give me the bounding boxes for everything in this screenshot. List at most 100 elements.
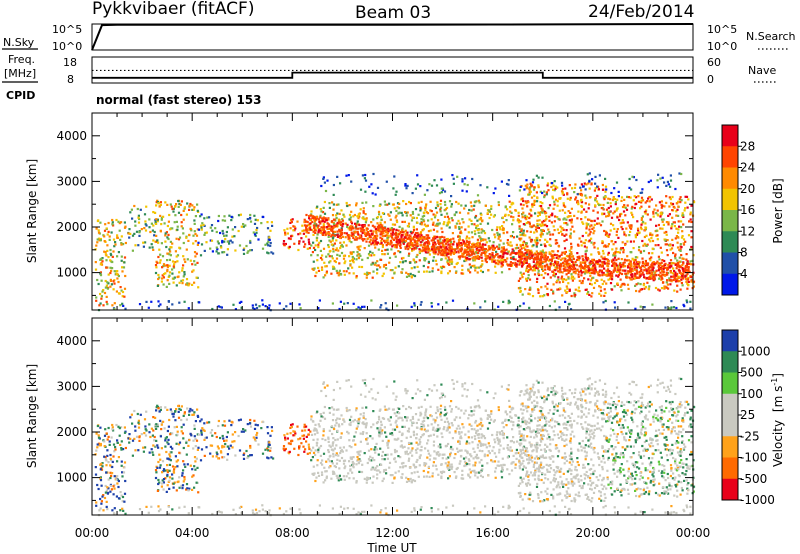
power-cell xyxy=(560,230,563,233)
power-cell xyxy=(406,225,409,228)
power-cell xyxy=(677,200,680,203)
power-cell xyxy=(240,306,243,309)
power-cell xyxy=(331,214,335,217)
power-cell xyxy=(641,188,644,191)
power-cell xyxy=(392,187,395,190)
power-cell xyxy=(573,267,576,271)
power-cell xyxy=(629,240,632,243)
power-cell xyxy=(446,259,449,262)
velocity-cell xyxy=(99,497,102,501)
power-cell xyxy=(559,225,562,228)
power-cell xyxy=(551,233,555,236)
power-cell xyxy=(116,270,119,273)
power-cell xyxy=(492,248,495,251)
power-cell xyxy=(427,251,430,254)
power-cell xyxy=(535,250,538,253)
power-cell xyxy=(655,262,658,265)
power-cell xyxy=(113,307,116,311)
power-cell xyxy=(528,278,532,281)
power-cell xyxy=(446,241,449,244)
power-cell xyxy=(541,208,544,211)
power-cell xyxy=(625,259,629,262)
power-cell xyxy=(592,271,595,275)
power-cell xyxy=(583,272,587,275)
power-cell xyxy=(629,270,632,273)
power-cell xyxy=(393,272,396,275)
power-cell xyxy=(561,184,564,187)
velocity-cell xyxy=(112,455,115,458)
power-cell xyxy=(519,271,522,274)
power-cell xyxy=(240,225,243,228)
power-cell xyxy=(402,231,405,234)
power-cell xyxy=(519,233,522,237)
power-cell xyxy=(407,248,410,251)
power-cell xyxy=(103,235,106,238)
power-cell xyxy=(665,195,668,198)
power-cell xyxy=(284,231,287,234)
power-cell xyxy=(623,198,626,201)
power-cell xyxy=(144,229,148,232)
power-cell xyxy=(394,231,397,234)
power-cell xyxy=(345,244,348,247)
velocity-cell xyxy=(136,412,139,416)
velocity-cell xyxy=(151,451,154,454)
velocity-cell xyxy=(104,484,107,488)
power-cell xyxy=(492,255,495,258)
power-cell xyxy=(429,200,432,203)
power-cell xyxy=(486,222,490,225)
power-cell xyxy=(601,241,604,245)
power-cell xyxy=(424,205,427,208)
velocity-cell xyxy=(97,487,100,491)
power-cell xyxy=(460,272,463,275)
velocity-cell xyxy=(104,428,107,431)
velocity-cell xyxy=(193,435,196,438)
power-cell xyxy=(589,279,593,282)
power-cell xyxy=(481,243,485,246)
power-cell xyxy=(404,184,407,187)
power-cell xyxy=(685,253,688,256)
power-cell xyxy=(171,268,174,271)
power-cell xyxy=(677,214,680,217)
power-cell xyxy=(182,241,185,245)
power-cell xyxy=(481,219,484,222)
power-cell xyxy=(308,247,311,250)
power-cell xyxy=(118,229,121,232)
power-cell xyxy=(347,227,350,230)
power-cell xyxy=(629,251,632,254)
power-cell xyxy=(226,226,229,229)
power-cell xyxy=(332,203,335,206)
power-cell xyxy=(219,245,223,248)
power-cell xyxy=(530,252,533,256)
power-cell xyxy=(506,257,509,260)
power-cell xyxy=(673,269,676,273)
power-cell xyxy=(649,195,652,199)
power-cell xyxy=(570,273,573,276)
power-cell xyxy=(405,202,408,206)
power-cell xyxy=(676,284,679,287)
power-cell xyxy=(629,230,632,233)
velocity-cell xyxy=(100,484,103,487)
power-cell xyxy=(200,226,203,229)
power-cell xyxy=(410,267,413,270)
power-cell xyxy=(288,247,291,250)
power-cell xyxy=(605,258,608,261)
power-cell xyxy=(223,219,227,222)
velocity-cell xyxy=(117,425,120,428)
power-cell xyxy=(164,234,167,237)
power-cell xyxy=(658,258,661,261)
power-cell xyxy=(322,225,325,228)
power-cell xyxy=(124,274,127,278)
power-cell xyxy=(381,212,384,215)
power-cell xyxy=(673,273,676,276)
power-cell xyxy=(476,255,479,258)
power-cell xyxy=(103,240,106,243)
power-cell xyxy=(589,225,592,228)
power-cell xyxy=(639,283,642,286)
power-cell xyxy=(148,226,151,229)
power-cell xyxy=(607,268,610,271)
power-cell xyxy=(398,211,401,214)
power-cell xyxy=(362,211,365,214)
power-cell xyxy=(467,243,470,246)
power-cell xyxy=(537,211,540,214)
power-cell xyxy=(392,238,395,241)
